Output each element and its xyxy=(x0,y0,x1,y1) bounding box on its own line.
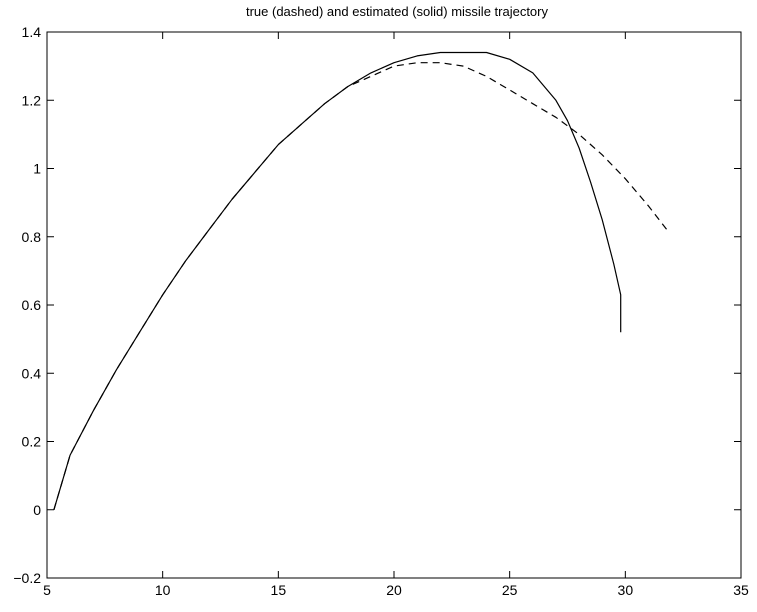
plot-area-frame xyxy=(46,31,742,579)
estimated-trajectory-line xyxy=(53,51,622,510)
series-group xyxy=(53,51,668,510)
y-tick-label: 0.2 xyxy=(22,434,42,450)
x-axis: 5 10 15 20 25 30 35 xyxy=(43,32,749,598)
y-tick-label: 0 xyxy=(33,502,41,518)
y-axis: −0.2 0 0.2 0.4 0.6 0.8 1 1.2 1.4 xyxy=(13,24,741,586)
x-tick-label: 15 xyxy=(271,582,287,598)
y-tick-label: 1.4 xyxy=(22,24,42,40)
x-tick-label: 10 xyxy=(155,582,171,598)
y-tick-label: 0.4 xyxy=(22,365,42,381)
y-tick-label: 1.2 xyxy=(22,92,42,108)
chart-title: true (dashed) and estimated (solid) miss… xyxy=(246,4,549,19)
y-tick-label: −0.2 xyxy=(13,570,41,586)
x-tick-label: 30 xyxy=(618,582,634,598)
x-tick-label: 20 xyxy=(386,582,402,598)
y-tick-label: 0.6 xyxy=(22,297,42,313)
y-tick-label: 1 xyxy=(33,161,41,177)
x-tick-label: 5 xyxy=(43,582,51,598)
x-tick-label: 25 xyxy=(502,582,518,598)
x-tick-label: 35 xyxy=(733,582,749,598)
y-tick-label: 0.8 xyxy=(22,229,42,245)
